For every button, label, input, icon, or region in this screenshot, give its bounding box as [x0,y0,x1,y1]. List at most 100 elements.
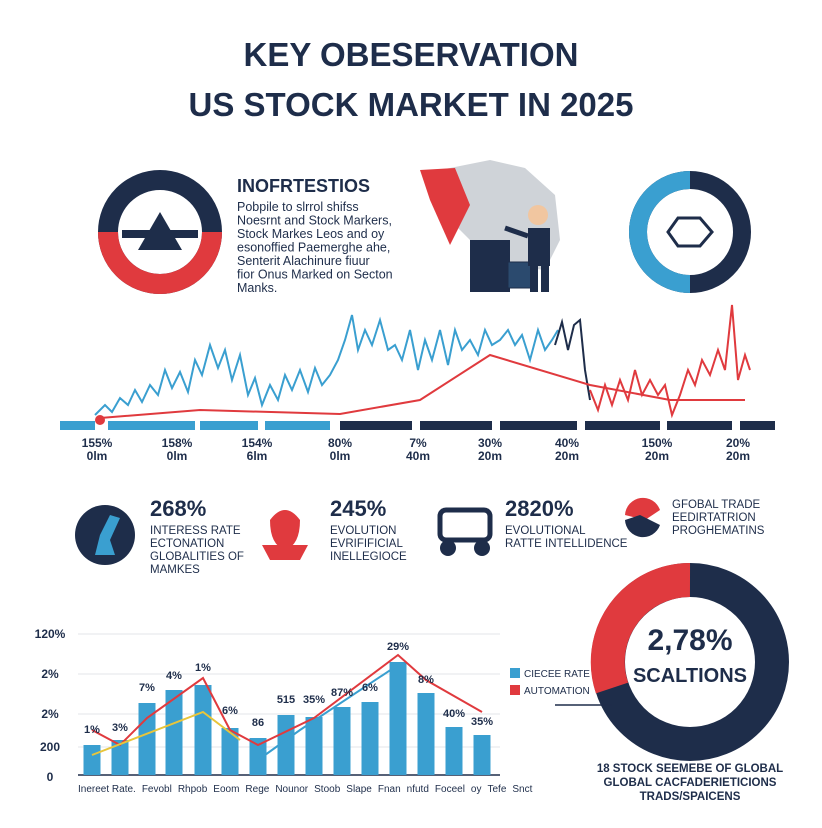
bar-label: 6% [222,705,238,717]
bar [221,728,239,775]
caption-line: 18 STOCK SEEMEBE OF GLOBAL [597,763,783,775]
stat-line: PROGHEMATINS [672,525,765,537]
donut-value: 2,78% [647,624,732,657]
intro-line: Noesrnt and Stock Markers, [237,214,392,228]
donut-icon-left [98,170,222,294]
x-tick-label: Rege [245,784,269,795]
ring-part [629,171,691,293]
timeline-bar [60,421,775,430]
intro-heading: INOFRTESTIOS [237,176,370,196]
bar [445,727,463,775]
timeline-label: 40m [406,449,430,463]
stat-icon [437,507,493,543]
emblem [666,216,714,248]
stat-line: GLOBALITIES OF [150,551,244,563]
stat-line: GFOBAL TRADE [672,499,761,511]
trend-lines [94,304,751,425]
bar [111,740,129,775]
x-tick-label: Fevobl [142,784,172,795]
intro-line: Stock Markes Leos and oy [237,227,385,241]
timeline-segment [585,421,660,430]
stat-value: 245% [330,496,386,521]
intro-line: Manks. [237,281,277,295]
x-tick-label: oy [471,784,482,795]
timeline-segment [740,421,775,430]
title-line: US STOCK MARKET IN 2025 [189,86,634,123]
bar-label: 7% [139,682,155,694]
bar-label: 35% [303,694,325,706]
timeline-label: 155% [82,436,113,450]
y-tick-label: 2% [41,707,59,721]
ring-part [98,231,222,294]
donut-icon-right [629,171,751,293]
timeline-label: 20m [645,449,669,463]
intro-line: Pobpile to slrrol shifss [237,200,359,214]
y-tick-label: 200 [40,740,60,754]
leg [530,266,538,292]
bar-label: 6% [362,682,378,694]
bar-label: 8% [418,674,434,686]
bar-panel: 120% 2% 2% 200 0 1% 3% 7% 4% 1% 6% 86 515 35% 87% 6% 29%… [35,627,591,795]
bar [83,745,101,775]
x-tick-label: Stoob [314,784,341,795]
stat-icon [625,497,660,520]
caption-line: GLOBAL CACFADERIETICIONS [604,777,777,789]
leg [541,266,549,292]
bar [333,707,351,775]
timeline-label: 0lm [87,449,108,463]
bar-label: 515 [277,694,295,706]
bar-label: 1% [84,724,100,736]
x-tick-label: Fnan [378,784,401,795]
legend-swatch [510,668,520,678]
x-tick-label: Nounor [275,784,308,795]
timeline-segment [667,421,732,430]
timeline-label: 150% [642,436,673,450]
head [528,205,548,225]
bar [361,702,379,775]
timeline-label: 40% [555,436,579,450]
intro-line: Senterit Alachinure fiuur [237,254,370,268]
stat-line: ECTONATION [150,538,224,550]
timeline-segment [420,421,492,430]
timeline-label: 0lm [167,449,188,463]
bar [194,685,212,775]
bar-label: 35% [471,716,493,728]
x-tick-label: Slape [346,784,372,795]
wheel [440,540,456,556]
y-tick-label: 0 [47,770,54,784]
y-tick-label: 120% [35,627,66,641]
intro-line: esonoffied Paemerghe ahe, [237,241,390,255]
donut-label: SCALTIONS [633,665,747,687]
stat-value: 2820% [505,496,574,521]
bar [389,662,407,775]
x-tick-label: Snct [512,784,532,795]
ring-part [590,562,691,694]
bar-label: 29% [387,641,409,653]
timeline-labels: 155%0lm158%0lm154%6lm80%0lm7%40m30%20m40… [82,436,751,463]
timeline-label: 7% [409,436,427,450]
stat-line: EVOLUTION [330,525,396,537]
bar [165,690,183,775]
timeline-segment [108,421,195,430]
bar [417,693,435,775]
stat-line: EEDIRTATRION [672,512,756,524]
timeline-label: 0lm [330,449,351,463]
y-tick-label: 2% [41,667,59,681]
icon-part [625,515,660,538]
x-tick-label: Inereet Rate. [78,784,136,795]
timeline-segment [200,421,258,430]
big-donut: 2,78% SCALTIONS [555,562,789,761]
bar-label: 3% [112,722,128,734]
x-tick-label: Foceel [435,784,465,795]
stat-line: MAMKES [150,564,200,576]
stat-line: EVOLUTIONAL [505,525,586,537]
wheel [474,540,490,556]
caption-line: TRADS/SPAICENS [640,791,741,803]
timeline-label: 6lm [247,449,268,463]
timeline-label: 20m [555,449,579,463]
stat-icon [270,510,300,550]
legend-label: AUTOMATION [524,686,590,697]
